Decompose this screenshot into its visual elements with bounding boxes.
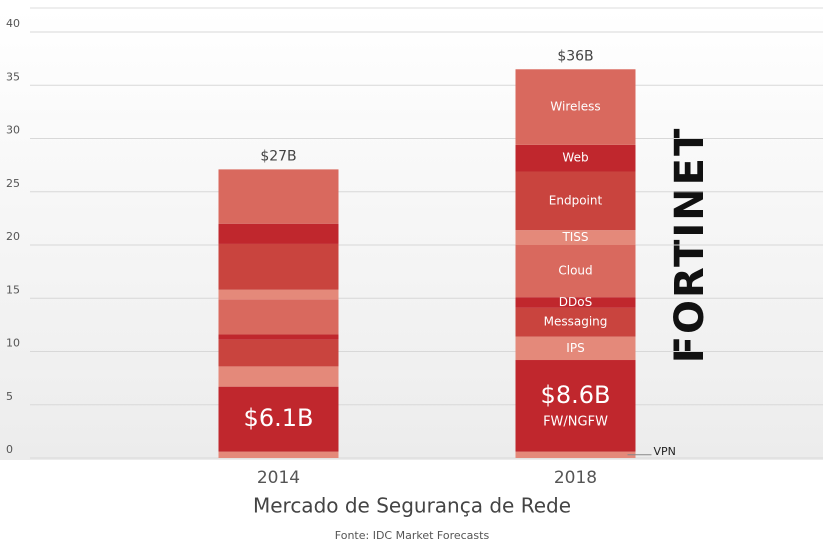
y-tick-label: 5: [6, 390, 13, 403]
bar-segment: [515, 307, 636, 337]
y-tick-label: 0: [6, 443, 13, 456]
segment-label: Messaging: [544, 315, 608, 329]
bar-segment: [515, 69, 636, 145]
bar-segment: [218, 223, 339, 244]
bar-segment: [218, 289, 339, 300]
bar-segment: [218, 451, 339, 458]
segment-label: FW/NGFW: [543, 414, 608, 429]
bar-segment: [515, 360, 636, 452]
total-label: $27B: [260, 148, 296, 164]
segment-label: Web: [562, 151, 588, 165]
bar-segment: [515, 451, 636, 458]
plot-background: [0, 8, 823, 460]
segment-label: TISS: [561, 230, 588, 244]
segment-label: VPN: [654, 445, 676, 458]
bar-segment: [218, 334, 339, 340]
y-tick-label: 15: [6, 283, 20, 296]
y-tick-label: 35: [6, 70, 20, 83]
bar-segment: [218, 169, 339, 224]
y-tick-label: 25: [6, 177, 20, 190]
y-tick-label: 10: [6, 337, 20, 350]
bar-segment: [515, 336, 636, 361]
segment-label: DDoS: [559, 295, 592, 309]
bar-segment: [218, 243, 339, 290]
bar-segment: [515, 297, 636, 308]
bar-segment: [218, 299, 339, 335]
value-label: $8.6B: [541, 381, 611, 409]
value-label: $6.1B: [244, 404, 314, 432]
x-tick-label: 2014: [257, 468, 300, 488]
y-tick-label: 20: [6, 230, 20, 243]
bar-segment: [218, 339, 339, 367]
bar-segment: [515, 245, 636, 298]
bar-segment: [218, 386, 339, 452]
segment-label: Wireless: [550, 100, 600, 114]
source: Fonte: IDC Market Forecasts: [335, 529, 490, 542]
y-tick-label: 40: [6, 17, 20, 30]
bar-segment: [515, 144, 636, 172]
x-axis-label: Mercado de Segurança de Rede: [253, 494, 571, 518]
total-label: $36B: [557, 48, 593, 64]
y-tick-label: 30: [6, 124, 20, 137]
segment-label: IPS: [566, 341, 584, 355]
segment-label: Endpoint: [549, 193, 603, 207]
segment-label: Cloud: [558, 264, 592, 278]
bar-segment: [515, 171, 636, 231]
bar-segment: [515, 230, 636, 245]
x-tick-label: 2018: [554, 468, 597, 488]
bar-segment: [218, 366, 339, 387]
